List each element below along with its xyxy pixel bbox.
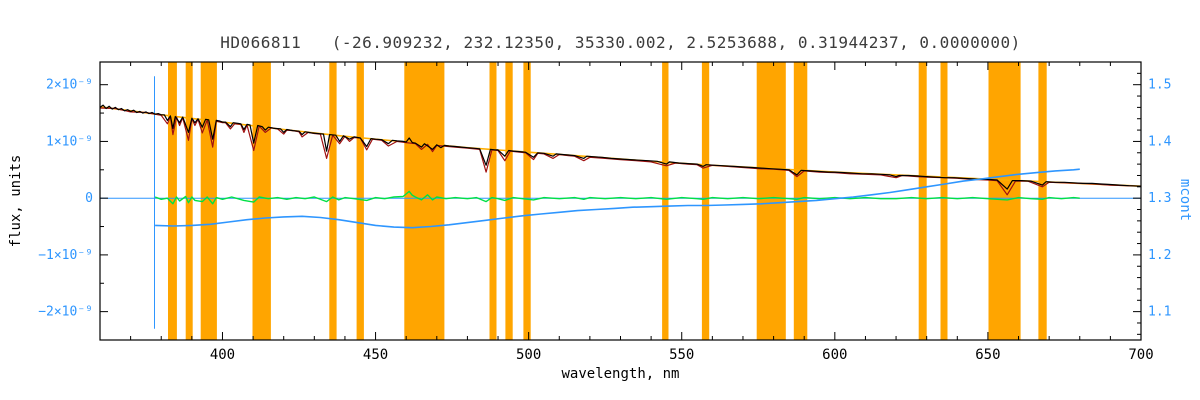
masked-band bbox=[168, 62, 177, 340]
flux-tick-label: 1×10⁻⁹ bbox=[46, 134, 93, 149]
masked-band bbox=[200, 62, 217, 340]
series-observed-spectrum bbox=[99, 104, 1142, 190]
plot-title: HD066811 (-26.909232, 232.12350, 35330.0… bbox=[220, 33, 1021, 52]
x-tick-label: 700 bbox=[1128, 347, 1153, 363]
mcont-tick-label: 1.2 bbox=[1148, 248, 1171, 263]
masked-band bbox=[356, 62, 364, 340]
x-tick-label: 500 bbox=[516, 347, 541, 363]
masked-band bbox=[505, 62, 513, 340]
masked-band bbox=[662, 62, 669, 340]
masked-band bbox=[918, 62, 927, 340]
x-tick-label: 550 bbox=[669, 347, 694, 363]
x-axis-label: wavelength, nm bbox=[561, 366, 680, 382]
masked-band bbox=[701, 62, 710, 340]
y-axis-label-right: mcont bbox=[1177, 178, 1193, 222]
masked-band bbox=[1038, 62, 1047, 340]
mcont-tick-label: 1.3 bbox=[1148, 191, 1171, 206]
flux-tick-label: 2×10⁻⁹ bbox=[46, 78, 93, 93]
x-tick-label: 600 bbox=[822, 347, 847, 363]
x-tick-label: 400 bbox=[210, 347, 235, 363]
mcont-tick-label: 1.1 bbox=[1148, 305, 1171, 320]
series-residual bbox=[154, 190, 1080, 205]
mcont-tick-label: 1.4 bbox=[1148, 134, 1172, 149]
masked-band bbox=[940, 62, 948, 340]
series-mcont bbox=[155, 168, 1080, 229]
masked-band bbox=[489, 62, 497, 340]
masked-band bbox=[988, 62, 1021, 340]
masked-band bbox=[756, 62, 786, 340]
mcont-tick-label: 1.5 bbox=[1148, 78, 1171, 93]
flux-tick-label: −2×10⁻⁹ bbox=[38, 305, 93, 320]
masked-band bbox=[329, 62, 337, 340]
flux-tick-label: 0 bbox=[85, 191, 93, 206]
masked-band bbox=[404, 62, 445, 340]
flux-tick-label: −1×10⁻⁹ bbox=[38, 248, 93, 263]
x-tick-label: 450 bbox=[363, 347, 388, 363]
x-tick-label: 650 bbox=[975, 347, 1000, 363]
y-axis-label-left: flux, units bbox=[8, 154, 24, 248]
masked-band bbox=[523, 62, 531, 340]
